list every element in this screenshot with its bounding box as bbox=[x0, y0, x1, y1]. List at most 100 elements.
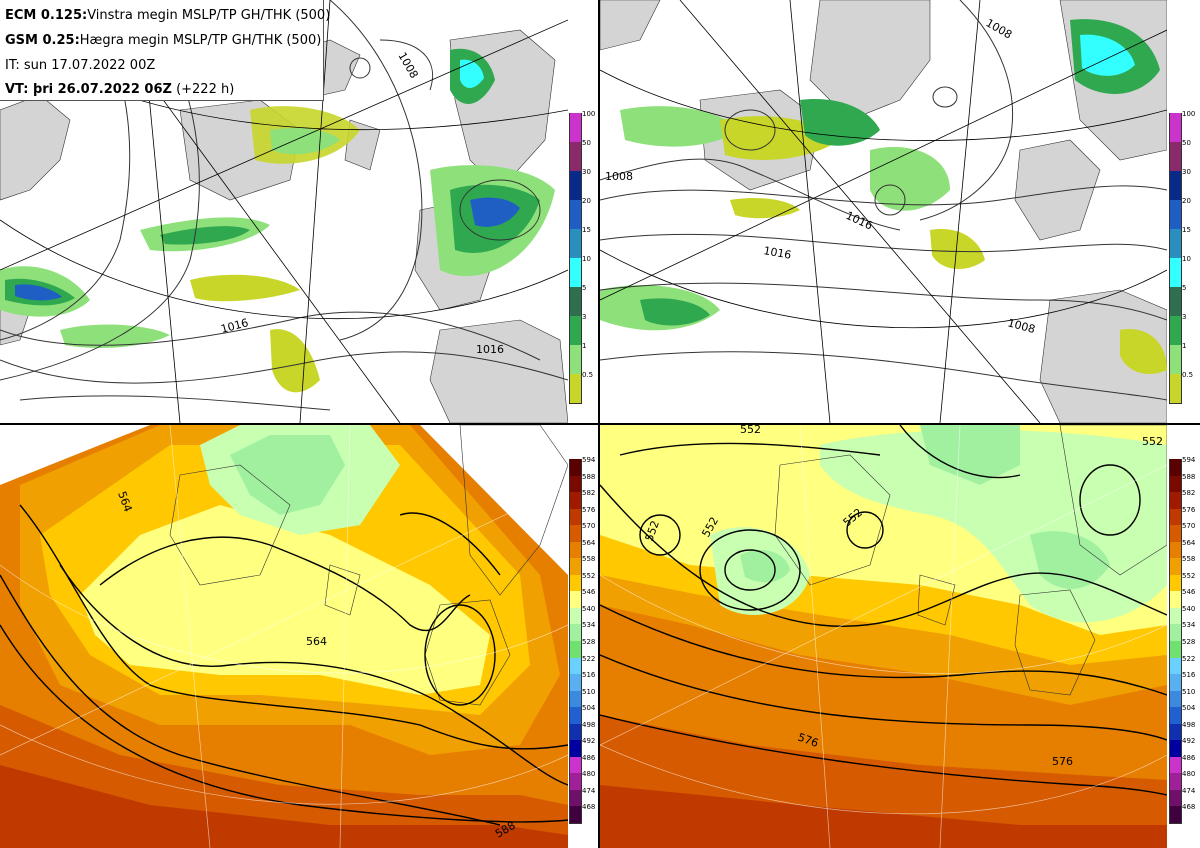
colorbar-segment bbox=[569, 657, 582, 676]
colorbar-tick-label: 552 bbox=[1182, 571, 1196, 580]
height-label: 552 bbox=[740, 425, 761, 436]
colorbar-tick-label: 588 bbox=[1182, 472, 1196, 481]
fill-582 bbox=[600, 785, 1167, 848]
colorbar-tick-label: 582 bbox=[1182, 489, 1196, 498]
fill-552 bbox=[80, 505, 490, 695]
colorbar-segment bbox=[1169, 316, 1182, 346]
colorbar-segment bbox=[1169, 690, 1182, 709]
colorbar-segment bbox=[1169, 756, 1182, 775]
info-line-init-time: IT: sun 17.07.2022 00Z bbox=[5, 58, 156, 73]
colorbar-segment bbox=[1169, 287, 1182, 317]
colorbar-segment bbox=[569, 287, 582, 317]
colorbar-tick-label: 594 bbox=[1182, 456, 1196, 464]
colorbar-tick-label: 594 bbox=[582, 456, 596, 464]
colorbar-tick-label: 15 bbox=[1182, 226, 1191, 234]
colorbar-segment bbox=[1169, 475, 1182, 494]
colorbar-segment bbox=[569, 142, 582, 172]
colorbar-segment bbox=[569, 171, 582, 201]
colorbar-tick-label: 546 bbox=[1182, 588, 1196, 597]
colorbar-segment bbox=[1169, 229, 1182, 259]
colorbar-tick-label: 474 bbox=[582, 786, 596, 795]
height-label: 564 bbox=[306, 635, 327, 648]
colorbar-segment bbox=[1169, 641, 1182, 659]
colorbar-segment bbox=[569, 674, 582, 692]
colorbar-segment bbox=[569, 641, 582, 659]
colorbar-tick-label: 516 bbox=[1182, 671, 1196, 680]
colorbar-segment bbox=[569, 475, 582, 494]
colorbar-segment bbox=[1169, 740, 1182, 758]
colorbar-tick-label: 15 bbox=[582, 226, 591, 234]
height-label: 576 bbox=[1052, 755, 1073, 768]
colorbar-segment bbox=[1169, 607, 1182, 626]
fill-540 bbox=[230, 435, 345, 515]
colorbar-tick-label: 558 bbox=[1182, 555, 1196, 564]
colorbar-segment bbox=[1169, 707, 1182, 725]
isobar-label: 1008 bbox=[605, 170, 633, 183]
colorbar-segment bbox=[569, 345, 582, 375]
colorbar-tick-label: 522 bbox=[582, 654, 596, 663]
colorbar-segment bbox=[569, 756, 582, 775]
colorbar-tick-label: 570 bbox=[1182, 522, 1196, 531]
colorbar-tick-label: 1 bbox=[1182, 342, 1187, 350]
precipitation-areas bbox=[0, 48, 555, 393]
colorbar-segment bbox=[1169, 574, 1182, 593]
colorbar-segment bbox=[1169, 508, 1182, 527]
colorbar-segment bbox=[1169, 492, 1182, 510]
colorbar-tick-label: 522 bbox=[1182, 654, 1196, 663]
colorbar-segment bbox=[569, 624, 582, 642]
colorbar-segment bbox=[569, 459, 582, 477]
colorbar-tick-label: 10 bbox=[1182, 255, 1191, 263]
colorbar-tick-label: 50 bbox=[1182, 139, 1191, 147]
colorbar-tick-label: 1 bbox=[582, 342, 587, 350]
precip-colorbar-left: 100 50 30 20 15 10 5 3 1 0.5 bbox=[569, 110, 599, 404]
colorbar-tick-label: 504 bbox=[1182, 704, 1196, 713]
colorbar-segment bbox=[569, 374, 582, 404]
colorbar-segment bbox=[569, 707, 582, 725]
graticule bbox=[600, 425, 1167, 848]
colorbar-segment bbox=[569, 492, 582, 510]
colorbar-tick-label: 534 bbox=[1182, 621, 1196, 630]
fill-540c bbox=[740, 550, 790, 583]
height-label: 552 bbox=[1142, 435, 1163, 448]
colorbar-tick-label: 498 bbox=[582, 720, 596, 729]
colorbar-segment bbox=[569, 200, 582, 230]
colorbar-segment bbox=[1169, 113, 1182, 143]
panel-divider-horizontal bbox=[0, 423, 1200, 425]
colorbar-tick-label: 30 bbox=[582, 168, 591, 176]
graticule bbox=[600, 0, 1167, 423]
colorbar-tick-label: 540 bbox=[582, 604, 596, 613]
colorbar-segment bbox=[569, 723, 582, 742]
colorbar-segment bbox=[569, 229, 582, 259]
info-line-gsm: GSM 0.25:Hægra megin MSLP/TP GH/THK (500… bbox=[5, 33, 322, 48]
colorbar-tick-label: 492 bbox=[1182, 737, 1196, 746]
colorbar-segment bbox=[1169, 171, 1182, 201]
height-contours bbox=[600, 425, 1167, 796]
fill-582 bbox=[0, 765, 568, 848]
colorbar-segment bbox=[569, 574, 582, 593]
colorbar-segment bbox=[569, 773, 582, 791]
colorbar-segment bbox=[569, 541, 582, 560]
colorbar-tick-label: 564 bbox=[582, 538, 596, 547]
colorbar-tick-label: 492 bbox=[582, 737, 596, 746]
colorbar-tick-label: 570 bbox=[582, 522, 596, 531]
colorbar-segment bbox=[569, 525, 582, 543]
colorbar-segment bbox=[569, 806, 582, 824]
colorbar-tick-label: 20 bbox=[582, 197, 591, 205]
colorbar-segment bbox=[569, 113, 582, 143]
info-line-ecm: ECM 0.125:Vinstra megin MSLP/TP GH/THK (… bbox=[5, 8, 331, 23]
isobar-label: 1016 bbox=[219, 316, 249, 336]
isobar-label: 1008 bbox=[395, 50, 420, 81]
colorbar-segment bbox=[1169, 541, 1182, 560]
colorbar-segment bbox=[1169, 657, 1182, 676]
colorbar-segment bbox=[569, 316, 582, 346]
gh-colorbar-left: 594 588 582 576 570 564 558 552 546 540 534 528 522 5… bbox=[569, 456, 599, 824]
colorbar-segment bbox=[1169, 142, 1182, 172]
isobar-label: 1008 bbox=[984, 16, 1015, 41]
colorbar-tick-label: 468 bbox=[1182, 803, 1196, 812]
colorbar-segment bbox=[569, 607, 582, 626]
colorbar-tick-label: 10 bbox=[582, 255, 591, 263]
colorbar-tick-label: 528 bbox=[582, 638, 596, 646]
info-line-valid-time: VT: þri 26.07.2022 06Z (+222 h) bbox=[5, 82, 235, 97]
colorbar-tick-label: 474 bbox=[1182, 786, 1196, 795]
colorbar-segment bbox=[1169, 525, 1182, 543]
